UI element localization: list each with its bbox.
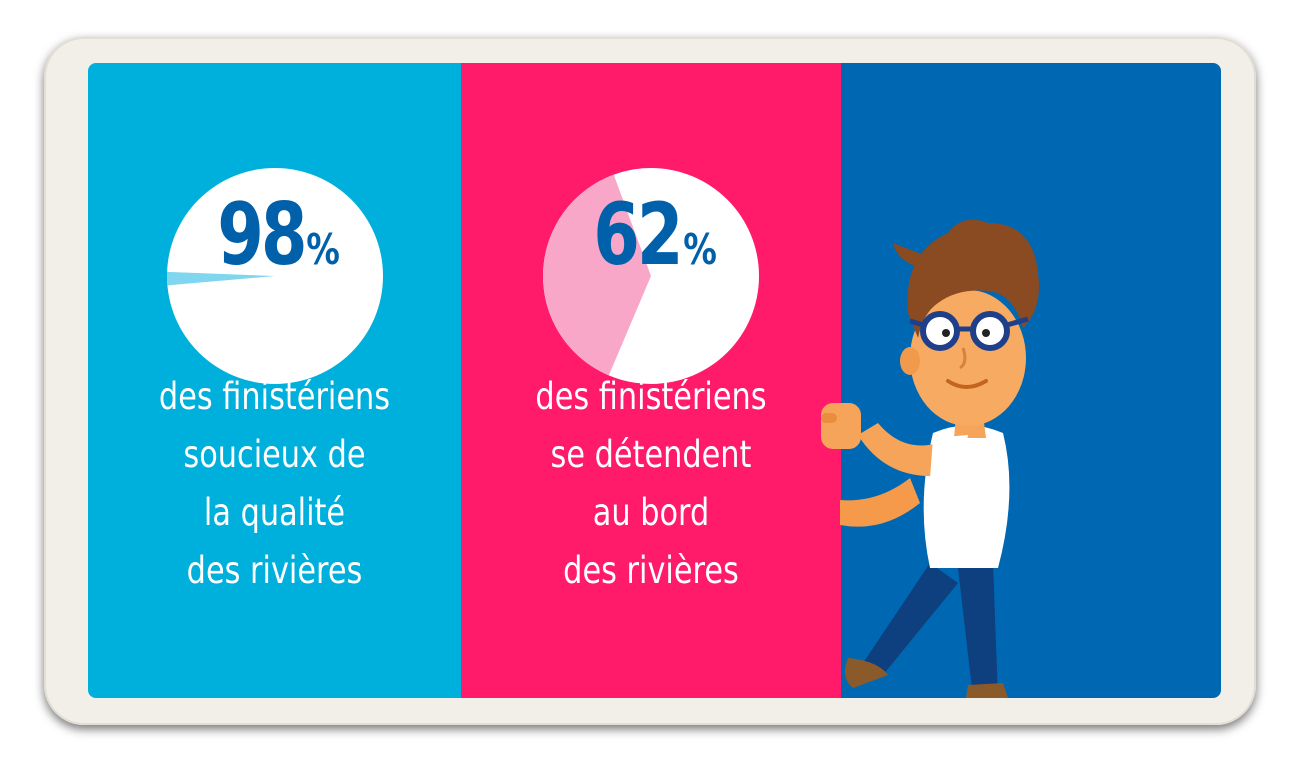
- caption-line: des finistériens: [158, 375, 391, 418]
- pie-chart-62: [543, 168, 759, 384]
- caption-line: soucieux de: [183, 433, 366, 476]
- stat-caption: des finistériens soucieux de la qualité …: [122, 368, 428, 600]
- stat-panel-relax: 62% des finistériens se détendent au bor…: [461, 63, 841, 698]
- percent-sign: %: [683, 225, 717, 274]
- caption-line: des rivières: [186, 549, 363, 592]
- cartoon-man-with-glasses-icon: [821, 219, 1039, 698]
- stat-panel-quality: 98% des finistériens soucieux de la qual…: [88, 63, 461, 698]
- stat-value-62: 62%: [461, 190, 841, 280]
- percent-number: 98: [216, 185, 307, 285]
- caption-line: des finistériens: [535, 375, 767, 418]
- caption-line: se détendent: [550, 433, 752, 476]
- pie-slice-62: [543, 174, 651, 376]
- caption-line: au bord: [592, 491, 710, 534]
- percent-sign: %: [306, 225, 341, 274]
- infographic-screen: 98% des finistériens soucieux de la qual…: [88, 63, 1221, 698]
- caption-line: des rivières: [563, 549, 739, 592]
- pie-slice-98: [166, 271, 275, 286]
- illustration-panel: [841, 63, 1221, 698]
- pie-chart-98: [166, 168, 383, 384]
- caption-line: la qualité: [203, 491, 346, 534]
- stat-caption: des finistériens se détendent au bord de…: [495, 368, 807, 600]
- stat-value-98: 98%: [88, 190, 461, 280]
- percent-number: 62: [593, 185, 683, 285]
